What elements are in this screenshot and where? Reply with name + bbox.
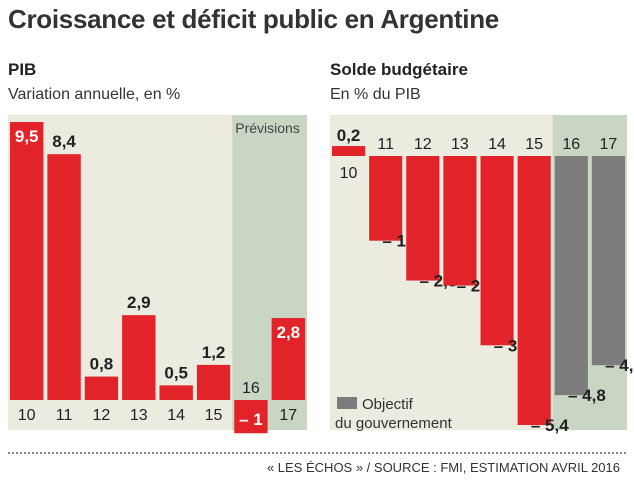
solde-year-label: 14 (488, 136, 506, 153)
pib-bar (234, 400, 268, 434)
solde-year-label: 15 (525, 136, 543, 153)
solde-bar (591, 156, 625, 366)
pib-bar (196, 364, 231, 400)
pib-value-label: 1,2 (202, 343, 226, 362)
pib-value-label: 2,8 (276, 323, 300, 342)
left-chart-subtitle: Variation annuelle, en % (8, 86, 181, 103)
pib-year-label: 12 (93, 407, 111, 424)
pib-bar (47, 154, 81, 400)
pib-value-label: 8,4 (52, 132, 76, 151)
pib-value-label: – 1 (239, 410, 263, 429)
solde-year-label: 13 (451, 136, 469, 153)
pib-year-label: 14 (167, 407, 185, 424)
pib-value-label: 2,9 (127, 293, 151, 312)
legend-objective-label-line2: du gouvernement (335, 415, 453, 432)
solde-bar (480, 156, 514, 346)
pib-bar (159, 385, 193, 400)
solde-bar (517, 156, 551, 425)
pib-year-label: 16 (242, 380, 260, 397)
pib-year-label: 13 (130, 407, 148, 424)
source-note: « LES ÉCHOS » / SOURCE : FMI, ESTIMATION… (266, 460, 620, 475)
pib-year-label: 17 (279, 407, 297, 424)
solde-bar (369, 156, 403, 241)
solde-bar (406, 156, 440, 281)
pib-bar (122, 315, 156, 400)
solde-value-label: – 5,4 (531, 416, 569, 435)
solde-bar (332, 146, 366, 156)
pib-bar (10, 122, 44, 400)
divider (8, 452, 626, 454)
pib-year-label: 11 (56, 407, 73, 424)
right-chart-subtitle: En % du PIB (330, 86, 421, 103)
solde-year-label: 16 (562, 136, 580, 153)
solde-bar (443, 156, 477, 286)
solde-year-label: 17 (600, 136, 618, 153)
legend-objective-swatch (337, 397, 357, 409)
pib-value-label: 0,5 (164, 363, 188, 382)
pib-value-label: 9,5 (15, 127, 39, 146)
solde-year-label: 12 (414, 136, 432, 153)
solde-year-label: 10 (340, 165, 358, 182)
pib-year-label: 10 (18, 407, 36, 424)
pib-forecast-label: Prévisions (235, 120, 300, 136)
solde-value-label: – 4,8 (568, 386, 606, 405)
chart-title: Croissance et déficit public en Argentin… (8, 4, 499, 34)
pib-year-label: 15 (205, 407, 223, 424)
solde-year-label: 11 (377, 136, 394, 153)
right-chart-title: Solde budgétaire (330, 60, 468, 79)
pib-bar (271, 318, 305, 400)
left-chart-title: PIB (8, 60, 37, 79)
solde-bar (554, 156, 588, 396)
pib-bar (84, 376, 119, 400)
solde-value-label: 0,2 (337, 126, 361, 145)
solde-value-label: – 4,2 (605, 356, 634, 375)
pib-value-label: 0,8 (90, 355, 114, 374)
legend-objective-label: Objectif (362, 396, 414, 413)
